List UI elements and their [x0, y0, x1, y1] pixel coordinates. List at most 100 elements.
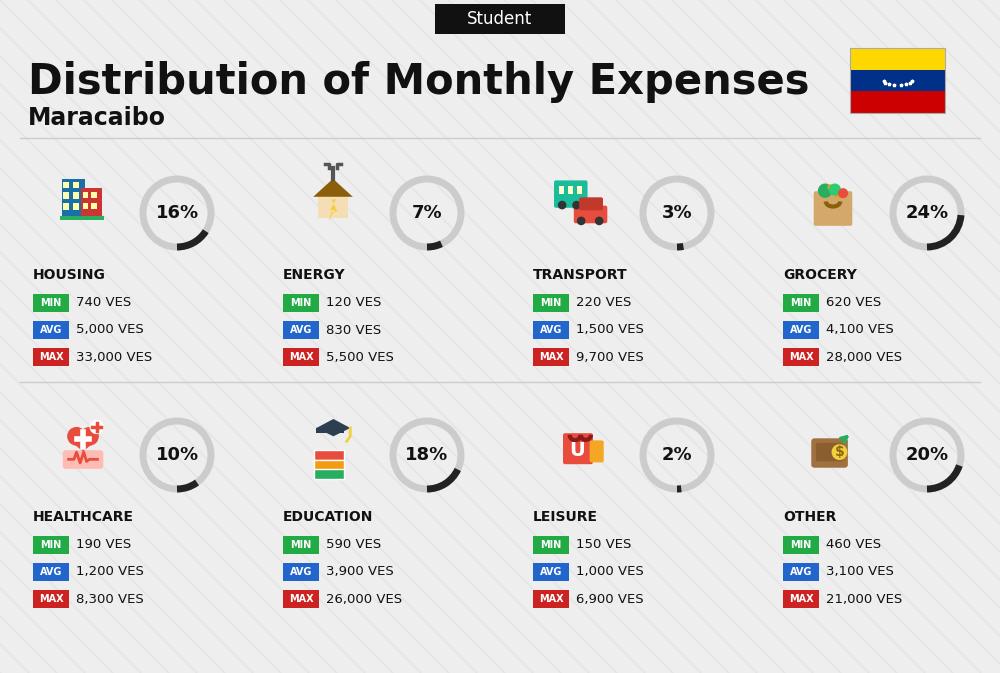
FancyBboxPatch shape	[73, 203, 79, 209]
FancyBboxPatch shape	[318, 197, 348, 219]
FancyBboxPatch shape	[811, 438, 848, 468]
Text: 1,500 VES: 1,500 VES	[576, 324, 644, 336]
Circle shape	[572, 201, 581, 209]
Polygon shape	[329, 199, 337, 221]
Polygon shape	[313, 179, 353, 197]
FancyBboxPatch shape	[283, 563, 319, 581]
Text: Distribution of Monthly Expenses: Distribution of Monthly Expenses	[28, 61, 810, 103]
FancyBboxPatch shape	[316, 428, 344, 433]
FancyBboxPatch shape	[314, 450, 344, 460]
Text: GROCERY: GROCERY	[783, 268, 857, 282]
FancyBboxPatch shape	[62, 179, 85, 217]
FancyBboxPatch shape	[73, 182, 79, 188]
FancyBboxPatch shape	[850, 70, 945, 92]
Text: AVG: AVG	[40, 567, 62, 577]
Text: 120 VES: 120 VES	[326, 297, 381, 310]
Text: 24%: 24%	[905, 204, 949, 222]
FancyBboxPatch shape	[783, 536, 819, 554]
Text: AVG: AVG	[540, 325, 562, 335]
Text: 830 VES: 830 VES	[326, 324, 381, 336]
Text: MIN: MIN	[290, 540, 312, 550]
FancyBboxPatch shape	[563, 433, 593, 464]
Text: MAX: MAX	[39, 594, 63, 604]
FancyBboxPatch shape	[91, 192, 97, 198]
Text: 8,300 VES: 8,300 VES	[76, 592, 144, 606]
Text: 5,000 VES: 5,000 VES	[76, 324, 144, 336]
FancyBboxPatch shape	[33, 294, 69, 312]
Text: AVG: AVG	[40, 325, 62, 335]
Text: MAX: MAX	[789, 594, 813, 604]
FancyBboxPatch shape	[81, 188, 102, 217]
Text: 16%: 16%	[155, 204, 199, 222]
Text: MIN: MIN	[790, 540, 812, 550]
Text: ENERGY: ENERGY	[283, 268, 346, 282]
FancyBboxPatch shape	[33, 321, 69, 339]
Text: 590 VES: 590 VES	[326, 538, 381, 551]
Text: Maracaibo: Maracaibo	[28, 106, 166, 130]
Text: MAX: MAX	[289, 352, 313, 362]
Text: 6,900 VES: 6,900 VES	[576, 592, 644, 606]
Text: 1,200 VES: 1,200 VES	[76, 565, 144, 579]
Text: AVG: AVG	[290, 325, 312, 335]
Text: EDUCATION: EDUCATION	[283, 510, 373, 524]
Text: HOUSING: HOUSING	[33, 268, 106, 282]
FancyBboxPatch shape	[63, 450, 103, 469]
Text: 460 VES: 460 VES	[826, 538, 881, 551]
Text: 1,000 VES: 1,000 VES	[576, 565, 644, 579]
FancyBboxPatch shape	[83, 192, 88, 198]
FancyBboxPatch shape	[814, 191, 852, 226]
FancyBboxPatch shape	[533, 321, 569, 339]
FancyBboxPatch shape	[554, 180, 588, 208]
Circle shape	[595, 217, 604, 225]
FancyBboxPatch shape	[533, 563, 569, 581]
Text: U: U	[570, 441, 585, 460]
Text: 3,900 VES: 3,900 VES	[326, 565, 394, 579]
Circle shape	[829, 184, 841, 196]
Text: AVG: AVG	[790, 325, 812, 335]
Text: 26,000 VES: 26,000 VES	[326, 592, 402, 606]
FancyBboxPatch shape	[783, 294, 819, 312]
FancyBboxPatch shape	[314, 469, 344, 479]
FancyBboxPatch shape	[816, 443, 843, 461]
Text: MAX: MAX	[39, 352, 63, 362]
Text: 620 VES: 620 VES	[826, 297, 881, 310]
FancyBboxPatch shape	[63, 192, 69, 199]
FancyBboxPatch shape	[283, 294, 319, 312]
Polygon shape	[316, 419, 350, 436]
FancyBboxPatch shape	[574, 205, 607, 223]
Text: 33,000 VES: 33,000 VES	[76, 351, 152, 363]
FancyBboxPatch shape	[283, 321, 319, 339]
FancyBboxPatch shape	[63, 182, 69, 188]
FancyBboxPatch shape	[33, 536, 69, 554]
FancyBboxPatch shape	[60, 216, 104, 220]
Circle shape	[558, 201, 566, 209]
FancyBboxPatch shape	[91, 203, 97, 209]
Circle shape	[832, 444, 847, 460]
FancyBboxPatch shape	[73, 192, 79, 199]
Text: Student: Student	[467, 10, 533, 28]
Circle shape	[80, 427, 99, 446]
FancyBboxPatch shape	[283, 590, 319, 608]
Text: MIN: MIN	[540, 298, 562, 308]
Polygon shape	[69, 440, 97, 452]
Text: AVG: AVG	[540, 567, 562, 577]
Text: 28,000 VES: 28,000 VES	[826, 351, 902, 363]
Text: 3,100 VES: 3,100 VES	[826, 565, 894, 579]
FancyBboxPatch shape	[83, 203, 88, 209]
FancyBboxPatch shape	[533, 536, 569, 554]
Text: MAX: MAX	[789, 352, 813, 362]
Circle shape	[89, 420, 104, 434]
Text: HEALTHCARE: HEALTHCARE	[33, 510, 134, 524]
Text: $: $	[835, 445, 844, 459]
FancyBboxPatch shape	[283, 536, 319, 554]
Text: MIN: MIN	[790, 298, 812, 308]
Text: 5,500 VES: 5,500 VES	[326, 351, 394, 363]
Text: 21,000 VES: 21,000 VES	[826, 592, 902, 606]
Text: 10%: 10%	[155, 446, 199, 464]
FancyBboxPatch shape	[850, 48, 945, 70]
Text: AVG: AVG	[290, 567, 312, 577]
Text: TRANSPORT: TRANSPORT	[533, 268, 628, 282]
Text: 7%: 7%	[412, 204, 442, 222]
Text: 9,700 VES: 9,700 VES	[576, 351, 644, 363]
Circle shape	[818, 184, 832, 198]
